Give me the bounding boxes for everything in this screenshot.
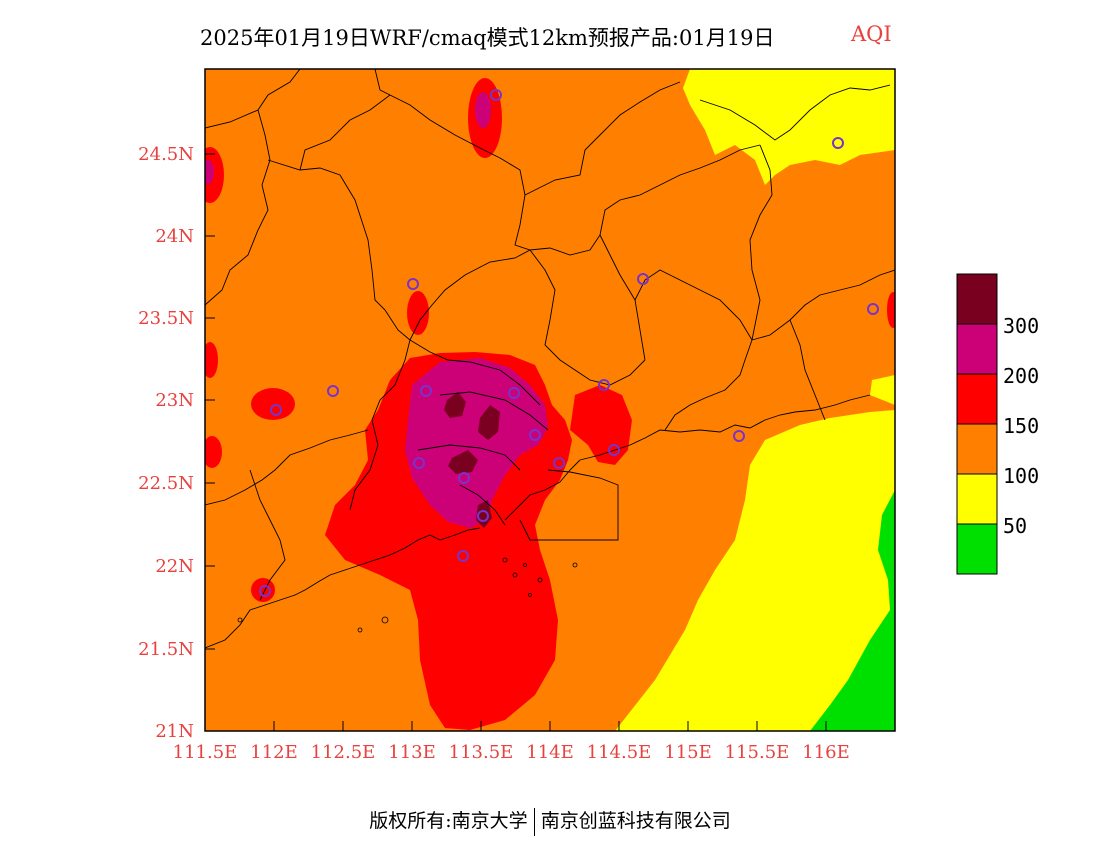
lat-labels: 24.5N 24N 23.5N 23N 22.5N 22N 21.5N 21N	[138, 144, 194, 742]
company-text: 南京创蓝科技有限公司	[540, 810, 731, 832]
lat-label: 21N	[155, 721, 194, 742]
aqi-blob-mid-north	[407, 291, 429, 335]
copyright-text: 版权所有:南京大学	[369, 810, 528, 832]
lon-label: 112E	[250, 742, 298, 763]
legend-label: 200	[1003, 364, 1039, 388]
aqi-blob-east-edge	[887, 292, 895, 328]
lon-label: 113.5E	[449, 742, 514, 763]
aqi-core-3	[448, 450, 478, 474]
lon-label: 114E	[526, 742, 574, 763]
aqi-field	[205, 69, 895, 731]
legend-bin-usg	[956, 423, 998, 475]
aqi-blob-southwest	[251, 578, 275, 602]
lat-label: 23N	[155, 390, 194, 411]
lon-label: 115E	[664, 742, 712, 763]
product-tag: AQI	[851, 22, 892, 46]
aqi-core-2	[478, 405, 500, 440]
aqi-zone-yellow-north	[683, 69, 895, 405]
aqi-zone-magenta	[405, 358, 548, 528]
legend-bin-unhealthy	[956, 373, 998, 425]
axis-ticks	[204, 153, 827, 732]
lon-labels: 111.5E 112E 112.5E 113E 113.5E 114E 114.…	[173, 742, 850, 763]
legend-bin-very-unhealthy	[956, 323, 998, 375]
aqi-blob-west-edge-3	[205, 436, 222, 468]
lon-label: 112.5E	[311, 742, 376, 763]
lat-label: 23.5N	[138, 308, 194, 329]
aqi-blob-magenta-west	[205, 160, 214, 184]
lon-label: 111.5E	[173, 742, 238, 763]
aqi-zone-yellow-south	[615, 410, 895, 731]
legend: 300 200 150 100 50	[956, 273, 1039, 575]
lon-label: 115.5E	[725, 742, 790, 763]
legend-label: 300	[1003, 314, 1039, 338]
aqi-zone-green	[810, 490, 895, 731]
islands	[237, 557, 578, 633]
station-markers	[259, 89, 879, 597]
lon-label: 116E	[802, 742, 850, 763]
legend-label: 50	[1003, 514, 1027, 538]
legend-bin-hazardous	[956, 273, 998, 325]
footer-divider	[533, 808, 535, 836]
aqi-blob-west	[251, 388, 295, 420]
legend-label: 100	[1003, 464, 1039, 488]
lon-label: 114.5E	[587, 742, 652, 763]
legend-bin-moderate	[956, 473, 998, 525]
lat-label: 22.5N	[138, 473, 194, 494]
lon-label: 113E	[388, 742, 436, 763]
footer: 版权所有:南京大学 南京创蓝科技有限公司	[0, 806, 1100, 836]
lat-label: 21.5N	[138, 639, 194, 660]
coastline	[205, 394, 871, 649]
admin-boundaries	[205, 69, 895, 601]
lat-label: 22N	[155, 556, 194, 577]
chart-title: 2025年01月19日WRF/cmaq模式12km预报产品:01月19日	[200, 26, 775, 50]
aqi-core-1	[444, 392, 466, 418]
aqi-blob-magenta-north	[475, 92, 491, 128]
title-row: 2025年01月19日WRF/cmaq模式12km预报产品:01月19日 AQI	[0, 18, 1100, 52]
lat-label: 24.5N	[138, 144, 194, 165]
lat-label: 24N	[155, 226, 194, 247]
aqi-blob-west-edge-2	[205, 342, 218, 378]
legend-label: 150	[1003, 414, 1039, 438]
legend-bin-good	[956, 523, 998, 575]
